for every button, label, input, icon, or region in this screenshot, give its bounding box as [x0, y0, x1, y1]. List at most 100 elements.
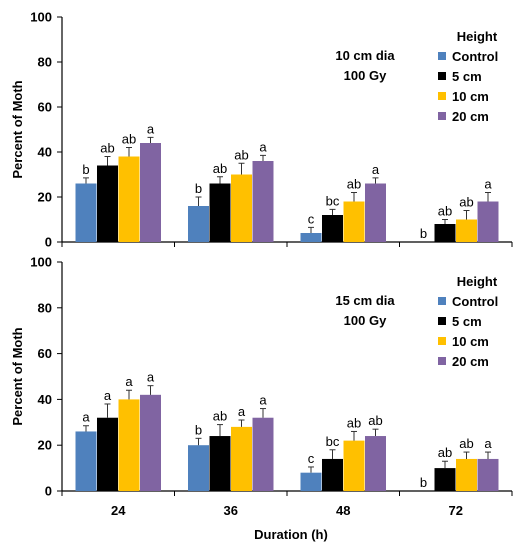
legend-swatch: [438, 357, 446, 365]
bar-20-cm: [252, 417, 274, 491]
significance-label: a: [259, 139, 267, 154]
legend-label: 5 cm: [452, 314, 482, 329]
y-tick-label: 60: [38, 346, 52, 361]
legend-label: Control: [452, 294, 498, 309]
y-tick-label: 80: [38, 55, 52, 70]
significance-label: a: [104, 388, 112, 403]
bar-10-cm: [456, 458, 477, 491]
significance-label: c: [308, 451, 315, 466]
y-tick-label: 20: [38, 438, 52, 453]
significance-label: a: [484, 436, 492, 451]
significance-label: b: [420, 226, 427, 241]
y-tick-label: 40: [38, 145, 52, 160]
x-tick-label: 24: [111, 503, 126, 518]
significance-label: b: [82, 162, 89, 177]
significance-label: ab: [347, 415, 361, 430]
significance-label: b: [195, 181, 202, 196]
significance-label: a: [484, 177, 492, 192]
significance-label: ab: [459, 195, 473, 210]
y-tick-label: 0: [45, 235, 52, 250]
bar-10-cm: [456, 219, 477, 242]
bar-5-cm: [209, 183, 231, 242]
annotation-text: 15 cm dia: [335, 293, 395, 308]
bar-5-cm: [97, 165, 118, 242]
x-tick-label: 72: [449, 503, 463, 518]
bar-control: [188, 206, 209, 242]
significance-label: ab: [368, 413, 382, 428]
bar-control: [75, 183, 97, 242]
x-tick-label: 36: [224, 503, 238, 518]
bar-20-cm: [252, 161, 274, 242]
legend-label: 5 cm: [452, 69, 482, 84]
bar-10-cm: [118, 399, 140, 491]
bar-5-cm: [322, 215, 343, 242]
bar-10-cm: [231, 174, 252, 242]
significance-label: ab: [122, 132, 136, 147]
annotation-text: 100 Gy: [344, 68, 387, 83]
annotation-text: 100 Gy: [344, 313, 387, 328]
bar-20-cm: [365, 436, 386, 491]
y-tick-label: 100: [30, 10, 52, 25]
bar-control: [188, 445, 209, 491]
legend-label: 10 cm: [452, 89, 489, 104]
significance-label: a: [82, 410, 90, 425]
bar-20-cm: [477, 201, 499, 242]
legend-title: Height: [457, 29, 498, 44]
y-axis-title: Percent of Moth: [10, 327, 25, 425]
legend-label: Control: [452, 49, 498, 64]
significance-label: b: [420, 475, 427, 490]
bar-20-cm: [477, 458, 499, 491]
y-tick-label: 100: [30, 255, 52, 270]
significance-label: ab: [438, 204, 452, 219]
annotation-text: 10 cm dia: [335, 48, 395, 63]
bar-5-cm: [322, 458, 343, 491]
bar-20-cm: [365, 183, 386, 242]
legend-title: Height: [457, 274, 498, 289]
bar-control: [75, 431, 97, 491]
bar-20-cm: [140, 394, 161, 491]
legend-swatch: [438, 92, 446, 100]
y-tick-label: 80: [38, 300, 52, 315]
significance-label: ab: [438, 445, 452, 460]
legend-label: 20 cm: [452, 354, 489, 369]
bar-5-cm: [434, 468, 456, 491]
bar-control: [300, 472, 322, 491]
legend-swatch: [438, 52, 446, 60]
legend-swatch: [438, 297, 446, 305]
legend-label: 10 cm: [452, 334, 489, 349]
legend-swatch: [438, 337, 446, 345]
significance-label: bc: [326, 434, 340, 449]
legend-swatch: [438, 112, 446, 120]
y-tick-label: 20: [38, 190, 52, 205]
significance-label: a: [147, 121, 155, 136]
bar-10-cm: [343, 201, 365, 242]
bar-10-cm: [231, 426, 252, 491]
significance-label: bc: [326, 193, 340, 208]
significance-label: ab: [213, 161, 227, 176]
bar-10-cm: [343, 440, 365, 491]
x-axis-title: Duration (h): [254, 527, 328, 542]
significance-label: ab: [213, 409, 227, 424]
significance-label: ab: [234, 147, 248, 162]
x-tick-label: 48: [336, 503, 350, 518]
y-tick-label: 40: [38, 392, 52, 407]
y-tick-label: 60: [38, 100, 52, 115]
significance-label: a: [125, 374, 133, 389]
bar-5-cm: [209, 436, 231, 491]
significance-label: a: [147, 370, 155, 385]
significance-label: a: [238, 404, 246, 419]
legend-swatch: [438, 72, 446, 80]
significance-label: a: [259, 393, 267, 408]
bar-5-cm: [434, 224, 456, 242]
y-tick-label: 0: [45, 484, 52, 499]
significance-label: ab: [347, 177, 361, 192]
significance-label: a: [372, 162, 380, 177]
legend-label: 20 cm: [452, 109, 489, 124]
legend-swatch: [438, 317, 446, 325]
bar-control: [300, 233, 322, 242]
significance-label: c: [308, 211, 315, 226]
